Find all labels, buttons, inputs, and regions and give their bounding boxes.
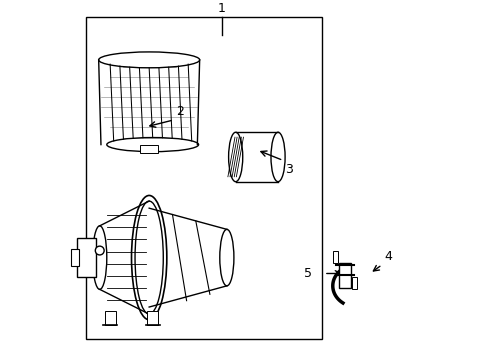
Ellipse shape <box>270 132 285 182</box>
Ellipse shape <box>219 229 233 286</box>
Bar <box>140 145 158 153</box>
Text: 2: 2 <box>175 105 183 118</box>
Bar <box>105 311 115 325</box>
Text: 4: 4 <box>383 250 391 263</box>
Text: 1: 1 <box>217 2 225 15</box>
Ellipse shape <box>93 226 106 289</box>
Bar <box>332 251 337 263</box>
Bar <box>77 238 96 277</box>
Text: 5: 5 <box>303 267 311 280</box>
Bar <box>338 263 351 288</box>
Text: 3: 3 <box>285 163 292 176</box>
Bar <box>71 249 79 266</box>
Ellipse shape <box>106 138 198 152</box>
Bar <box>351 277 357 289</box>
Ellipse shape <box>95 246 104 255</box>
Ellipse shape <box>228 132 242 182</box>
Ellipse shape <box>99 52 199 68</box>
Bar <box>147 311 158 325</box>
Bar <box>85 18 322 339</box>
Ellipse shape <box>135 201 163 314</box>
